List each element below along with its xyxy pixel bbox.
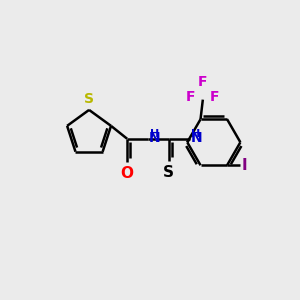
Text: H: H [150, 129, 159, 139]
Text: S: S [84, 92, 94, 106]
Text: F: F [198, 74, 208, 88]
Text: I: I [242, 158, 248, 173]
Text: O: O [121, 166, 134, 181]
Text: S: S [163, 165, 174, 180]
Text: F: F [210, 90, 220, 104]
Text: F: F [186, 90, 196, 104]
Text: N: N [149, 131, 161, 145]
Text: H: H [191, 129, 200, 139]
Text: N: N [191, 131, 202, 145]
